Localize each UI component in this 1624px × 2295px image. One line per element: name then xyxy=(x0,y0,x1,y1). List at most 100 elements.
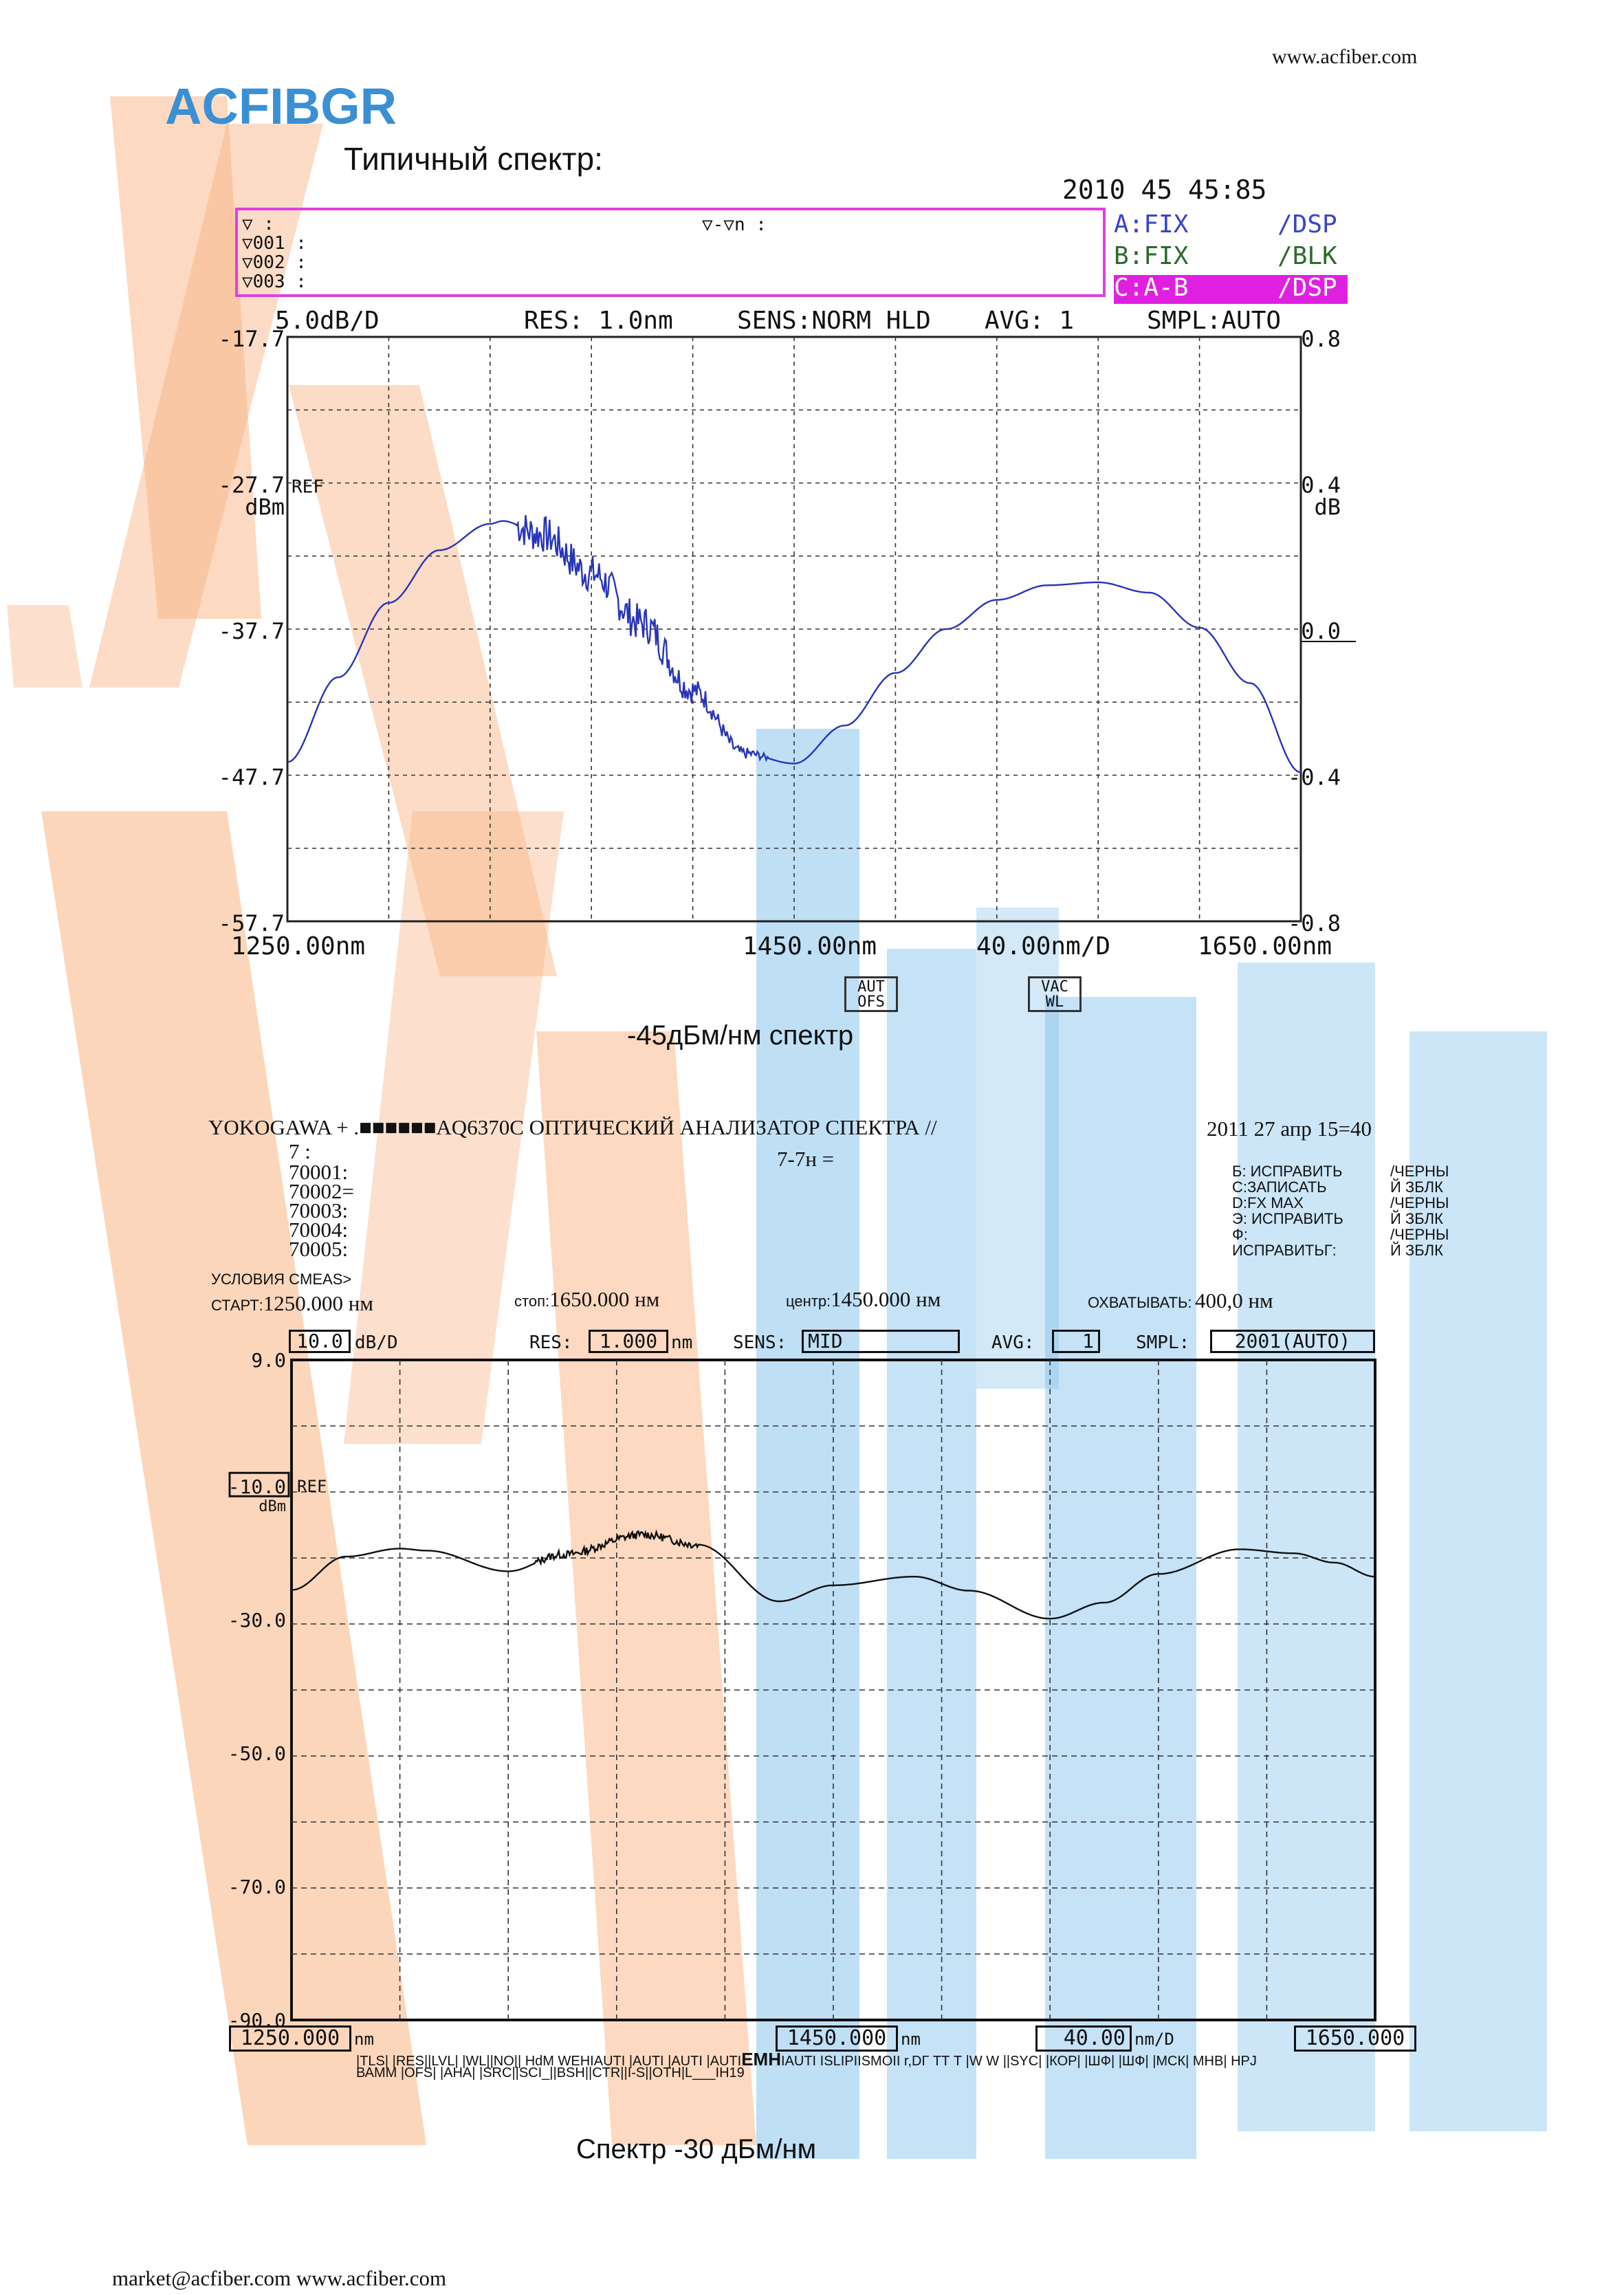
trace-line xyxy=(292,1529,1376,1620)
trace-line xyxy=(287,515,1302,773)
x-span-box[interactable]: 40.00 xyxy=(1035,2025,1132,2052)
y-tick-label-right: -0.8 xyxy=(1288,910,1341,936)
conditions-label: УСЛОВИЯ CMEAS> xyxy=(211,1271,352,1288)
ref-level-box xyxy=(228,1471,290,1497)
top-url[interactable]: www.acfiber.com xyxy=(1272,45,1418,68)
trace-c-highlight xyxy=(1114,275,1348,304)
trace-b-label[interactable]: B:FIX xyxy=(1114,242,1189,270)
screen2-marker: 7 : xyxy=(289,1139,311,1163)
trace-status: /ЧЕРНЫ xyxy=(1390,1226,1449,1243)
sens-box[interactable]: MID xyxy=(802,1330,960,1353)
center-value: 1450.000 нм xyxy=(831,1287,941,1311)
res-unit: nm xyxy=(671,1332,693,1353)
start-label: СТАРТ: xyxy=(211,1297,263,1314)
scale-box[interactable]: 10.0 xyxy=(289,1330,351,1353)
trace-status-left: Б: ИСПРАВИТЬ С:ЗАПИСАТЬ D:FX MAX Э: ИСПР… xyxy=(1232,1163,1343,1258)
screen2-marker: 70002= xyxy=(289,1179,354,1203)
trace-status: /ЧЕРНЫ xyxy=(1390,1194,1449,1211)
trace-status: Й ЗБЛК xyxy=(1390,1210,1443,1227)
wl-label: WL xyxy=(1045,993,1064,1011)
y-tick-label-right: 0.4 xyxy=(1301,472,1341,498)
trace-status: Б: ИСПРАВИТЬ xyxy=(1232,1163,1343,1180)
softkeys-row-1[interactable]: |TLS| |RES||LVL| |WL||NO|| HdM WEHIAUTI … xyxy=(356,2049,1257,2069)
span-value: 400,0 нм xyxy=(1194,1288,1273,1313)
trace-status: С:ЗАПИСАТЬ xyxy=(1232,1178,1327,1196)
screen2-marker: 70004: xyxy=(289,1218,349,1242)
smpl-label: SMPL: xyxy=(1136,1332,1190,1353)
trace-b-mode[interactable]: /BLK xyxy=(1277,242,1337,270)
screen2-delta-marker: 7-7н = xyxy=(777,1147,835,1171)
aut-ofs-button[interactable]: AUT OFS xyxy=(844,976,898,1012)
screen2-marker: 70001: xyxy=(289,1160,349,1184)
stop-value: 1650.000 нм xyxy=(549,1287,660,1311)
trace-a-mode[interactable]: /DSP xyxy=(1277,210,1337,239)
ofs-label: OFS xyxy=(857,993,885,1011)
trace-status: Э: ИСПРАВИТЬ xyxy=(1232,1210,1343,1227)
x-start-label: 1250.00nm xyxy=(231,932,365,960)
softkey-emh: EMH xyxy=(741,2049,781,2069)
screen2-header: YOKOGAWA + .■■■■■■AQ6370C ОПТИЧЕСКИЙ АНА… xyxy=(208,1115,937,1140)
span-label: ОХВАТЫВАТЬ: xyxy=(1088,1294,1192,1311)
screen2-chart: 9.0 -10.0 -30.0 -50.0 -70.0 -90.0 dBm REF xyxy=(228,1349,1376,2032)
marker-row: ▽002 : xyxy=(242,252,307,273)
trace-status-right: /ЧЕРНЫ Й ЗБЛК /ЧЕРНЫ Й ЗБЛК /ЧЕРНЫ Й ЗБЛ… xyxy=(1390,1163,1449,1258)
section-title: Типичный спектр: xyxy=(344,141,603,177)
avg-box[interactable]: 1 xyxy=(1052,1330,1100,1353)
ref-label: REF xyxy=(292,477,324,498)
caption-2: Спектр -30 дБм/нм xyxy=(576,2134,817,2164)
y-tick-label-right: -0.4 xyxy=(1288,765,1341,791)
screen1-timestamp: 2010 45 45:85 xyxy=(1062,175,1267,205)
ref-label: REF xyxy=(297,1477,327,1496)
screen1-chart: -17.7 -27.7 -37.7 -47.7 -57.7 0.8 0.4 0.0 -0.4 -0… xyxy=(219,330,1356,960)
y-tick-label: -70.0 xyxy=(228,1876,286,1898)
y-tick-label-right: 0.8 xyxy=(1301,330,1341,352)
span-field: ОХВАТЫВАТЬ: 400,0 нм xyxy=(1088,1288,1273,1313)
softkey-text: IAUTI ISLIPIISMOII r,DГ ТТ Т |W W ||SYC|… xyxy=(781,2054,1257,2069)
footer-contact[interactable]: market@acfiber.com www.acfiber.com xyxy=(112,2266,447,2290)
y-tick-label-left: -37.7 xyxy=(219,618,285,644)
scale-setting: 5.0dB/D xyxy=(275,307,380,335)
screen2-marker: 70005: xyxy=(289,1237,349,1261)
smpl-box[interactable]: 2001(AUTO) xyxy=(1210,1330,1375,1353)
trace-status: D:FX MAX xyxy=(1232,1194,1304,1211)
res-box[interactable]: 1.000 xyxy=(589,1330,668,1353)
marker-row: ▽003 : xyxy=(242,272,307,292)
screen1-marker-box: ▽ : ▽001 : ▽002 : ▽003 : ▽-▽n : xyxy=(235,208,1106,297)
x-center-box[interactable]: 1450.000 xyxy=(776,2025,898,2052)
trace-status: ИСПРАВИТЬГ: xyxy=(1232,1242,1337,1259)
brand-logo: ACFIBGR xyxy=(165,78,397,135)
y-tick-label-left: -47.7 xyxy=(219,765,285,791)
screen2-date: 2011 27 апр 15=40 xyxy=(1207,1117,1372,1141)
sens-setting: SENS:NORM HLD xyxy=(737,307,931,335)
y-tick-label: 9.0 xyxy=(251,1349,286,1372)
x-span-unit: nm/D xyxy=(1134,2030,1174,2049)
marker-row: ▽001 : xyxy=(242,233,307,254)
trace-c-mode[interactable]: /DSP xyxy=(1277,274,1337,302)
sens-label: SENS: xyxy=(733,1332,787,1353)
screen2-header-text: YOKOGAWA + .■■■■■■AQ6370C ОПТИЧЕСКИЙ АНА… xyxy=(208,1115,937,1139)
softkeys-row-2[interactable]: ВАММ |OFS| |АНА| |SRC||SCI_||BSH||CTR||I… xyxy=(356,2065,745,2080)
trace-status: Ф: xyxy=(1232,1226,1248,1243)
x-span-label: 40.00nm/D xyxy=(976,932,1110,960)
x-start-box[interactable]: 1250.000 xyxy=(229,2025,351,2052)
vac-wl-button[interactable]: VAC WL xyxy=(1028,976,1082,1012)
screen2-marker: 70003: xyxy=(289,1198,349,1222)
y-tick-label: -90.0 xyxy=(228,2009,286,2032)
aut-label: AUT xyxy=(857,978,885,996)
y-unit-right: dB xyxy=(1314,494,1341,520)
avg-setting: AVG: 1 xyxy=(985,307,1075,335)
y-tick-label-left: -27.7 xyxy=(219,472,285,498)
vac-label: VAC xyxy=(1041,978,1068,996)
stop-label: стоп: xyxy=(514,1293,550,1310)
y-tick-label: -30.0 xyxy=(228,1609,286,1632)
trace-a-label[interactable]: A:FIX xyxy=(1114,210,1189,239)
trace-c-label[interactable]: C:A-B xyxy=(1114,274,1189,302)
y-tick-label: -10.0 xyxy=(228,1475,286,1498)
res-label: RES: xyxy=(529,1332,573,1353)
x-stop-box[interactable]: 1650.000 xyxy=(1294,2025,1416,2052)
y-unit-left: dBm xyxy=(245,494,285,520)
trace-status: Й ЗБЛК xyxy=(1390,1242,1443,1259)
x-center-label: 1450.00nm xyxy=(743,932,877,960)
marker-row: ▽ : xyxy=(242,214,274,234)
